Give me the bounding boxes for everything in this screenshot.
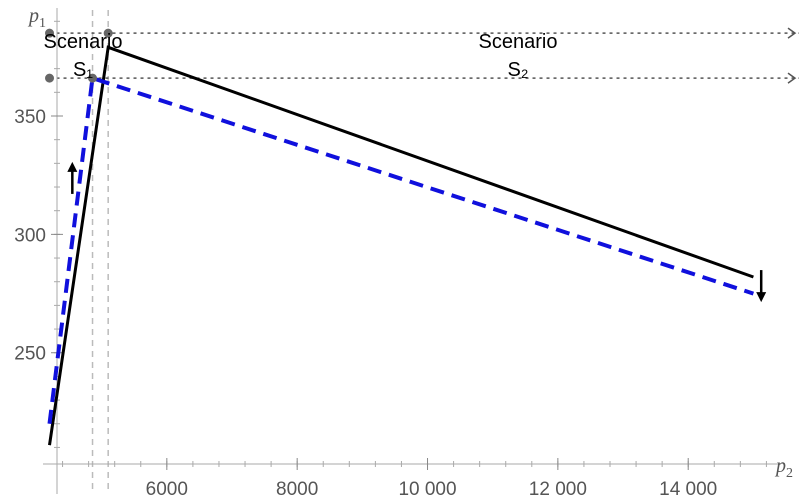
reference-point — [45, 28, 55, 38]
reference-points — [45, 28, 113, 83]
x-tick-label: 6000 — [146, 479, 188, 497]
dashed-series-line — [47, 75, 755, 425]
scenario-1-label-line2: S₁ — [73, 59, 93, 81]
x-tick-label: 10 000 — [398, 479, 456, 497]
x-axis-label: p2 — [774, 455, 793, 481]
x-tick-label: 12 000 — [529, 479, 587, 497]
reference-point — [45, 73, 55, 83]
scenario-1-label-line1: Scenario — [44, 31, 123, 53]
y-tick-label: 250 — [14, 344, 46, 365]
x-tick-label: 8000 — [276, 479, 318, 497]
reference-point — [88, 73, 98, 83]
scenario-2-label-line2: S₂ — [507, 59, 528, 81]
y-tick-label: 300 — [14, 225, 46, 246]
up-arrow-head-icon — [67, 161, 78, 172]
down-arrow-head-icon — [756, 292, 767, 303]
series-lines — [47, 45, 755, 446]
x-ticks: 6000 8000 10 000 12 000 14 000 — [62, 458, 767, 497]
reference-point — [103, 28, 113, 38]
scenario-2-label-line1: Scenario — [479, 31, 558, 53]
reference-line-arrowhead — [787, 72, 797, 84]
solid-series-line — [48, 45, 754, 446]
annotations: Scenario S₁ Scenario S₂ — [44, 31, 767, 303]
y-tick-label: 350 — [14, 107, 46, 128]
y-ticks: 250 300 350 — [14, 20, 63, 448]
y-axis-label: p1 — [27, 5, 46, 31]
reference-line-arrowhead — [787, 27, 797, 39]
x-tick-label: 14 000 — [659, 479, 717, 497]
